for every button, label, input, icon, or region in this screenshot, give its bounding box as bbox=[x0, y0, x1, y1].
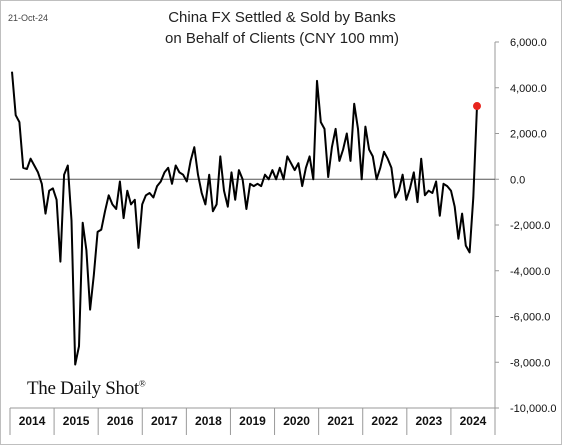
x-tick-label: 2023 bbox=[416, 414, 443, 428]
y-tick-label: 6,000.0 bbox=[510, 37, 547, 49]
chart-title-line-1: China FX Settled & Sold by Banks bbox=[168, 9, 396, 26]
y-tick-label: -4,000.0 bbox=[510, 266, 550, 278]
daily-shot-logo: The Daily Shot® bbox=[27, 378, 146, 399]
x-tick-label: 2024 bbox=[460, 414, 487, 428]
x-tick-label: 2018 bbox=[195, 414, 222, 428]
y-tick-label: 0.0 bbox=[510, 174, 525, 186]
x-tick-label: 2015 bbox=[63, 414, 90, 428]
x-tick-label: 2014 bbox=[19, 414, 46, 428]
y-tick-label: 4,000.0 bbox=[510, 83, 547, 95]
x-tick-label: 2017 bbox=[151, 414, 178, 428]
series-line bbox=[11, 71, 478, 366]
chart-title-line-2: on Behalf of Clients (CNY 100 mm) bbox=[165, 30, 399, 47]
x-tick-label: 2021 bbox=[327, 414, 354, 428]
y-tick-label: 2,000.0 bbox=[510, 129, 547, 141]
x-tick-label: 2016 bbox=[107, 414, 134, 428]
x-tick-label: 2019 bbox=[239, 414, 266, 428]
x-tick-label: 2022 bbox=[371, 414, 398, 428]
x-tick-label: 2020 bbox=[283, 414, 310, 428]
y-tick-label: -6,000.0 bbox=[510, 312, 550, 324]
y-tick-label: -8,000.0 bbox=[510, 357, 550, 369]
latest-point-marker bbox=[473, 102, 481, 111]
y-tick-label: -2,000.0 bbox=[510, 220, 550, 232]
date-stamp: 21-Oct-24 bbox=[8, 13, 49, 23]
y-tick-label: -10,000.0 bbox=[510, 403, 556, 415]
